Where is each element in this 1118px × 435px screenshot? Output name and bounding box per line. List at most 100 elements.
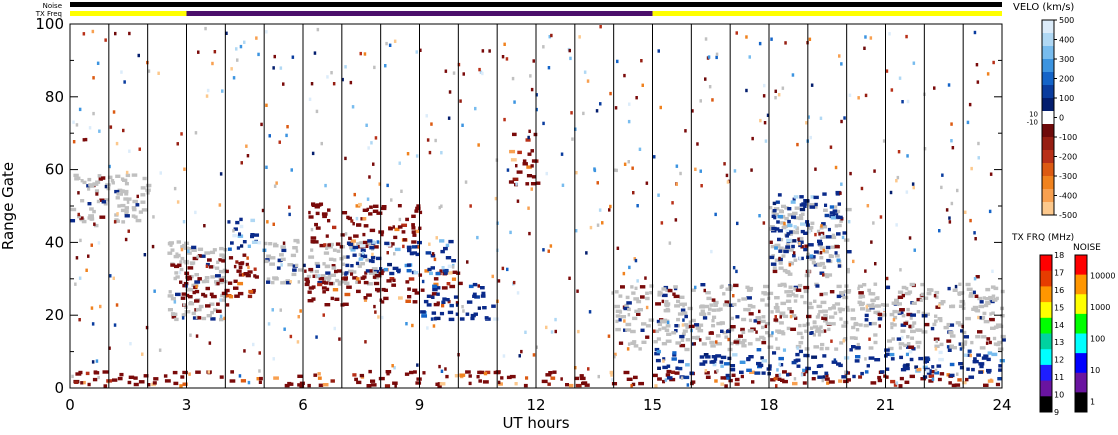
scatter-point [390, 242, 395, 246]
scatter-point [666, 369, 672, 374]
scatter-point [637, 308, 644, 312]
scatter-point [432, 324, 436, 328]
scatter-point [201, 316, 207, 321]
scatter-point [792, 251, 796, 255]
scatter-point [865, 305, 869, 309]
scatter-point [344, 232, 348, 236]
scatter-point [901, 285, 907, 290]
scatter-point [205, 94, 209, 98]
scatter-point [810, 83, 814, 87]
scatter-point [140, 193, 146, 197]
scatter-point [246, 154, 250, 158]
scatter-point [103, 202, 108, 206]
scatter-point [550, 376, 556, 380]
x-axis-label: UT hours [502, 414, 569, 432]
scatter-point [782, 370, 787, 374]
scatter-point [226, 303, 230, 307]
scatter-point [86, 184, 90, 188]
scatter-point [479, 370, 485, 375]
scatter-point [368, 212, 373, 216]
scatter-point [800, 335, 804, 340]
scatter-point [963, 335, 970, 339]
scatter-point [219, 375, 224, 379]
scatter-point [411, 230, 416, 234]
scatter-point [478, 379, 482, 383]
scatter-point [827, 227, 831, 232]
scatter-point [434, 138, 437, 143]
scatter-point [719, 285, 723, 289]
scatter-point [470, 316, 475, 321]
scatter-point [219, 278, 225, 282]
scatter-point [356, 289, 361, 294]
scatter-point [827, 273, 833, 277]
scatter-point [391, 283, 397, 287]
scatter-point [863, 46, 866, 50]
scatter-point [839, 292, 844, 297]
scatter-point [352, 222, 355, 226]
scatter-point [866, 364, 870, 368]
scatter-point [903, 343, 907, 348]
scatter-point [568, 48, 571, 53]
scatter-point [835, 215, 841, 219]
scatter-point [707, 55, 711, 59]
scatter-point [774, 89, 777, 93]
scatter-point [105, 183, 111, 187]
scatter-point [694, 167, 697, 171]
scatter-point [359, 244, 366, 248]
scatter-point [542, 121, 545, 126]
velocity-colorbar-swatch [1042, 111, 1054, 125]
scatter-point [758, 309, 761, 314]
scatter-point [968, 375, 975, 379]
scatter-point [128, 375, 135, 379]
scatter-point [627, 307, 631, 312]
scatter-point [839, 291, 845, 295]
scatter-point [789, 232, 793, 236]
scatter-point [862, 283, 867, 287]
scatter-point [857, 300, 862, 304]
scatter-point [167, 308, 173, 312]
scatter-point [145, 325, 149, 330]
scatter-point [726, 329, 732, 334]
scatter-point [131, 206, 137, 210]
scatter-point [959, 366, 964, 370]
scatter-point [684, 347, 690, 352]
scatter-point [814, 232, 817, 237]
scatter-point [745, 285, 750, 289]
scatter-point [791, 360, 797, 365]
scatter-point [823, 208, 828, 212]
scatter-point [618, 294, 623, 298]
scatter-point [966, 367, 970, 371]
scatter-point [273, 376, 279, 380]
scatter-point [947, 348, 952, 352]
scatter-point [448, 90, 452, 94]
scatter-point [414, 291, 420, 295]
scatter-point [838, 363, 843, 368]
scatter-point [899, 376, 904, 381]
scatter-point [922, 375, 928, 379]
scatter-point [318, 383, 324, 387]
scatter-point [747, 286, 754, 291]
txfreq-colorbar-swatch [1040, 270, 1052, 287]
scatter-point [195, 370, 201, 374]
scatter-point [730, 364, 736, 368]
scatter-point [843, 116, 846, 120]
scatter-point [430, 317, 434, 321]
scatter-point [977, 275, 980, 279]
scatter-point [657, 377, 662, 381]
scatter-point [709, 331, 714, 335]
scatter-point [995, 382, 1001, 387]
scatter-point [813, 345, 820, 349]
scatter-point [439, 311, 445, 316]
scatter-point [786, 373, 790, 377]
scatter-point [803, 285, 810, 290]
scatter-point [530, 164, 534, 168]
scatter-point [372, 162, 375, 166]
scatter-point [887, 346, 894, 351]
scatter-point [313, 51, 317, 55]
scatter-point [265, 30, 268, 34]
scatter-point [786, 232, 791, 236]
txfreq-label: TX Freq [35, 10, 62, 18]
scatter-point [938, 357, 944, 362]
scatter-point [680, 338, 685, 342]
scatter-point [707, 311, 711, 316]
